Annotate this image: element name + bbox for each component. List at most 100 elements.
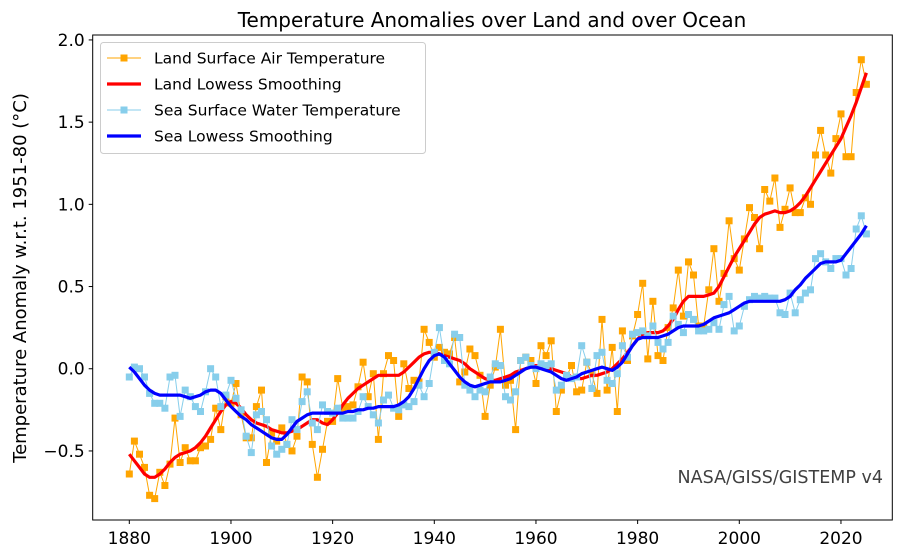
data-point: [598, 348, 606, 356]
data-point: [258, 408, 265, 415]
data-point: [151, 495, 159, 503]
data-point: [791, 309, 799, 317]
x-tick-label: 2000: [718, 529, 761, 549]
series-land-lowess-smoothing: [128, 72, 868, 479]
land-lowess-smoothing-line: [128, 72, 868, 479]
data-point: [446, 350, 453, 358]
data-point: [613, 408, 621, 415]
data-point: [252, 411, 260, 419]
data-point: [598, 315, 606, 323]
x-tick-label: 2020: [819, 529, 862, 549]
data-point: [456, 334, 464, 341]
data-point: [664, 338, 672, 346]
data-point: [842, 153, 850, 161]
data-point: [293, 432, 301, 440]
x-tick-label: 1940: [413, 529, 456, 549]
data-point: [486, 381, 494, 389]
y-tick-label: 2.0: [58, 31, 85, 51]
data-point: [710, 245, 718, 253]
data-point: [634, 311, 642, 318]
data-point: [278, 445, 286, 453]
data-point: [247, 449, 255, 457]
data-point: [308, 419, 316, 427]
data-point: [268, 442, 276, 450]
data-point: [380, 396, 387, 404]
data-point: [313, 426, 321, 434]
data-point: [359, 358, 367, 366]
data-point: [654, 352, 662, 360]
data-point: [547, 337, 555, 345]
chart-title: Temperature Anomalies over Land and over…: [237, 8, 747, 32]
data-point: [573, 388, 581, 396]
data-point: [552, 408, 560, 415]
data-point: [578, 386, 586, 394]
data-point: [512, 388, 520, 396]
data-point: [857, 212, 865, 220]
data-point: [197, 444, 204, 452]
legend: Land Surface Air Temperature Land Lowess …: [100, 42, 426, 154]
data-point: [842, 271, 850, 279]
data-point: [151, 399, 159, 407]
data-point: [725, 217, 733, 225]
data-point: [308, 440, 316, 448]
data-point: [705, 325, 713, 333]
data-point: [690, 315, 697, 323]
data-point: [176, 412, 184, 420]
data-point: [690, 271, 697, 279]
data-point: [593, 389, 601, 397]
data-point: [227, 376, 235, 384]
data-point: [263, 416, 270, 424]
data-point: [288, 416, 296, 424]
data-point: [136, 365, 143, 373]
data-point: [344, 403, 352, 411]
data-point: [420, 325, 428, 333]
data-point: [613, 370, 621, 378]
data-point: [405, 403, 413, 411]
data-point: [552, 386, 560, 394]
data-point: [776, 309, 784, 317]
data-point: [847, 153, 855, 161]
data-point: [212, 404, 220, 412]
data-point: [832, 255, 840, 263]
data-point: [303, 378, 311, 386]
data-point: [166, 373, 174, 381]
data-point: [237, 406, 245, 414]
data-point: [349, 414, 357, 422]
data-point: [197, 408, 204, 415]
sea-surface-water-temperature-line: [128, 214, 867, 455]
data-point: [740, 302, 748, 310]
data-point: [771, 294, 779, 302]
legend-label: Land Lowess Smoothing: [154, 76, 342, 94]
data-point: [405, 385, 413, 392]
data-point: [207, 435, 215, 443]
data-point: [679, 329, 687, 337]
data-point: [685, 311, 692, 318]
data-point: [354, 408, 362, 415]
data-point: [293, 426, 301, 434]
data-point: [217, 403, 225, 411]
data-point: [618, 342, 626, 350]
data-point: [634, 329, 642, 337]
data-point: [547, 360, 555, 368]
data-point: [644, 355, 652, 363]
data-point: [746, 204, 753, 212]
data-point: [781, 205, 789, 213]
data-point: [420, 393, 428, 401]
data-point: [471, 393, 479, 401]
data-point: [827, 265, 835, 272]
data-point: [624, 353, 631, 361]
sea-lowess-smoothing-line: [128, 224, 868, 441]
source-annotation: NASA/GISS/GISTEMP v4: [678, 468, 883, 488]
legend-label: Sea Lowess Smoothing: [154, 128, 333, 146]
data-point: [659, 345, 667, 353]
data-point: [715, 325, 723, 333]
data-point: [435, 324, 443, 332]
data-point: [303, 388, 311, 396]
data-point: [278, 424, 286, 432]
data-point: [852, 225, 860, 233]
data-point: [334, 404, 342, 412]
legend-label: Land Surface Air Temperature: [154, 50, 385, 68]
data-point: [507, 376, 514, 384]
data-point: [735, 266, 743, 274]
data-point: [263, 459, 270, 466]
